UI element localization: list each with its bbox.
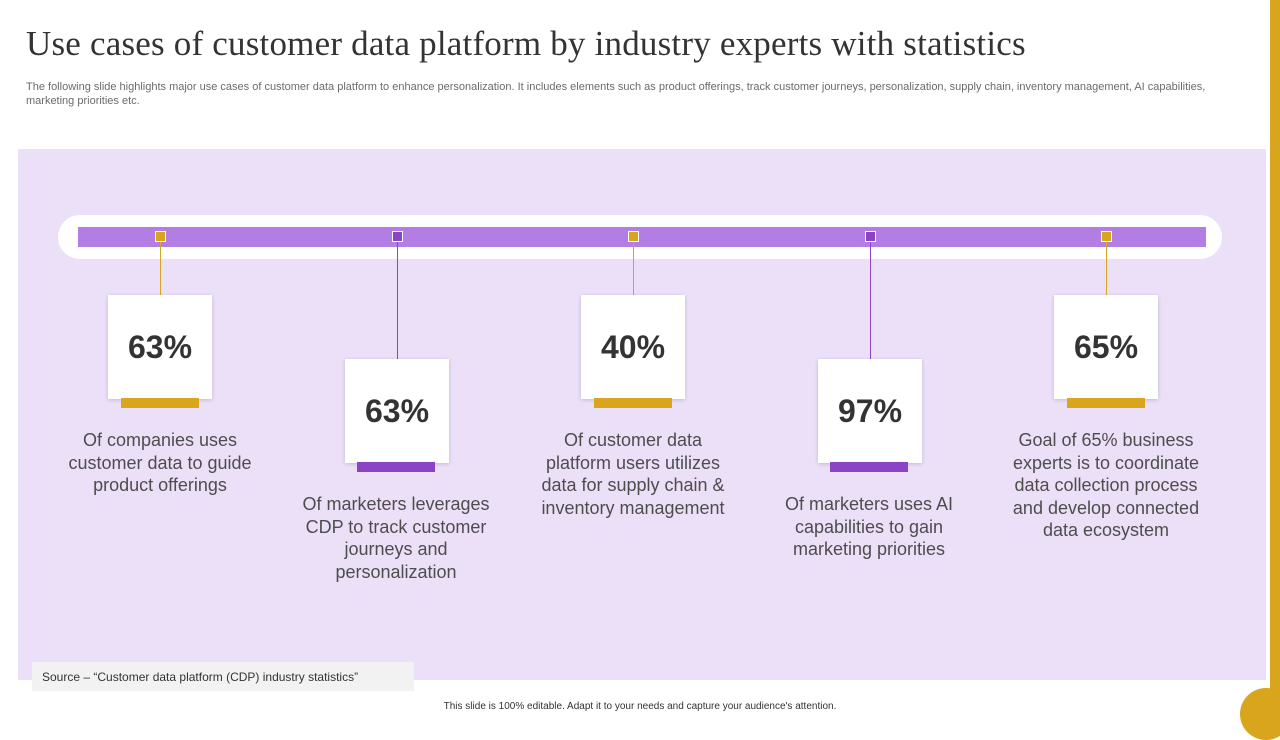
footer-note: This slide is 100% editable. Adapt it to…	[443, 701, 837, 712]
timeline-marker-2	[392, 231, 403, 242]
stat-card-2: 63%	[345, 359, 449, 463]
stat-card-5: 65%	[1054, 295, 1158, 399]
source-note: Source – “Customer data platform (CDP) i…	[32, 662, 414, 691]
stat-card-1: 63%	[108, 295, 212, 399]
stat-description-5: Goal of 65% business experts is to coord…	[1012, 430, 1200, 540]
timeline-marker-3	[628, 231, 639, 242]
timeline-bar	[78, 227, 1206, 247]
connector-line-5	[1106, 242, 1107, 295]
stat-card-accent-3	[594, 398, 672, 408]
stat-card-accent-4	[830, 462, 908, 472]
stat-card-accent-1	[121, 398, 199, 408]
stat-card-accent-2	[357, 462, 435, 472]
corner-circle-decoration	[1240, 688, 1280, 740]
stat-description-2: Of marketers leverages CDP to track cust…	[302, 494, 490, 582]
slide-title: Use cases of customer data platform by i…	[26, 24, 1026, 63]
stat-card-4: 97%	[818, 359, 922, 463]
connector-line-3	[633, 242, 634, 295]
timeline-marker-4	[865, 231, 876, 242]
stat-description-4: Of marketers uses AI capabilities to gai…	[784, 494, 954, 559]
connector-line-1	[160, 242, 161, 295]
timeline-marker-5	[1101, 231, 1112, 242]
timeline-marker-1	[155, 231, 166, 242]
connector-line-4	[870, 242, 871, 359]
stat-card-accent-5	[1067, 398, 1145, 408]
stat-description-3: Of customer data platform users utilizes…	[541, 430, 725, 518]
stat-card-3: 40%	[581, 295, 685, 399]
stat-description-1: Of companies uses customer data to guide…	[68, 430, 252, 495]
slide-subtitle: The following slide highlights major use…	[26, 81, 1206, 107]
right-accent-bar	[1270, 0, 1280, 720]
connector-line-2	[397, 242, 398, 359]
